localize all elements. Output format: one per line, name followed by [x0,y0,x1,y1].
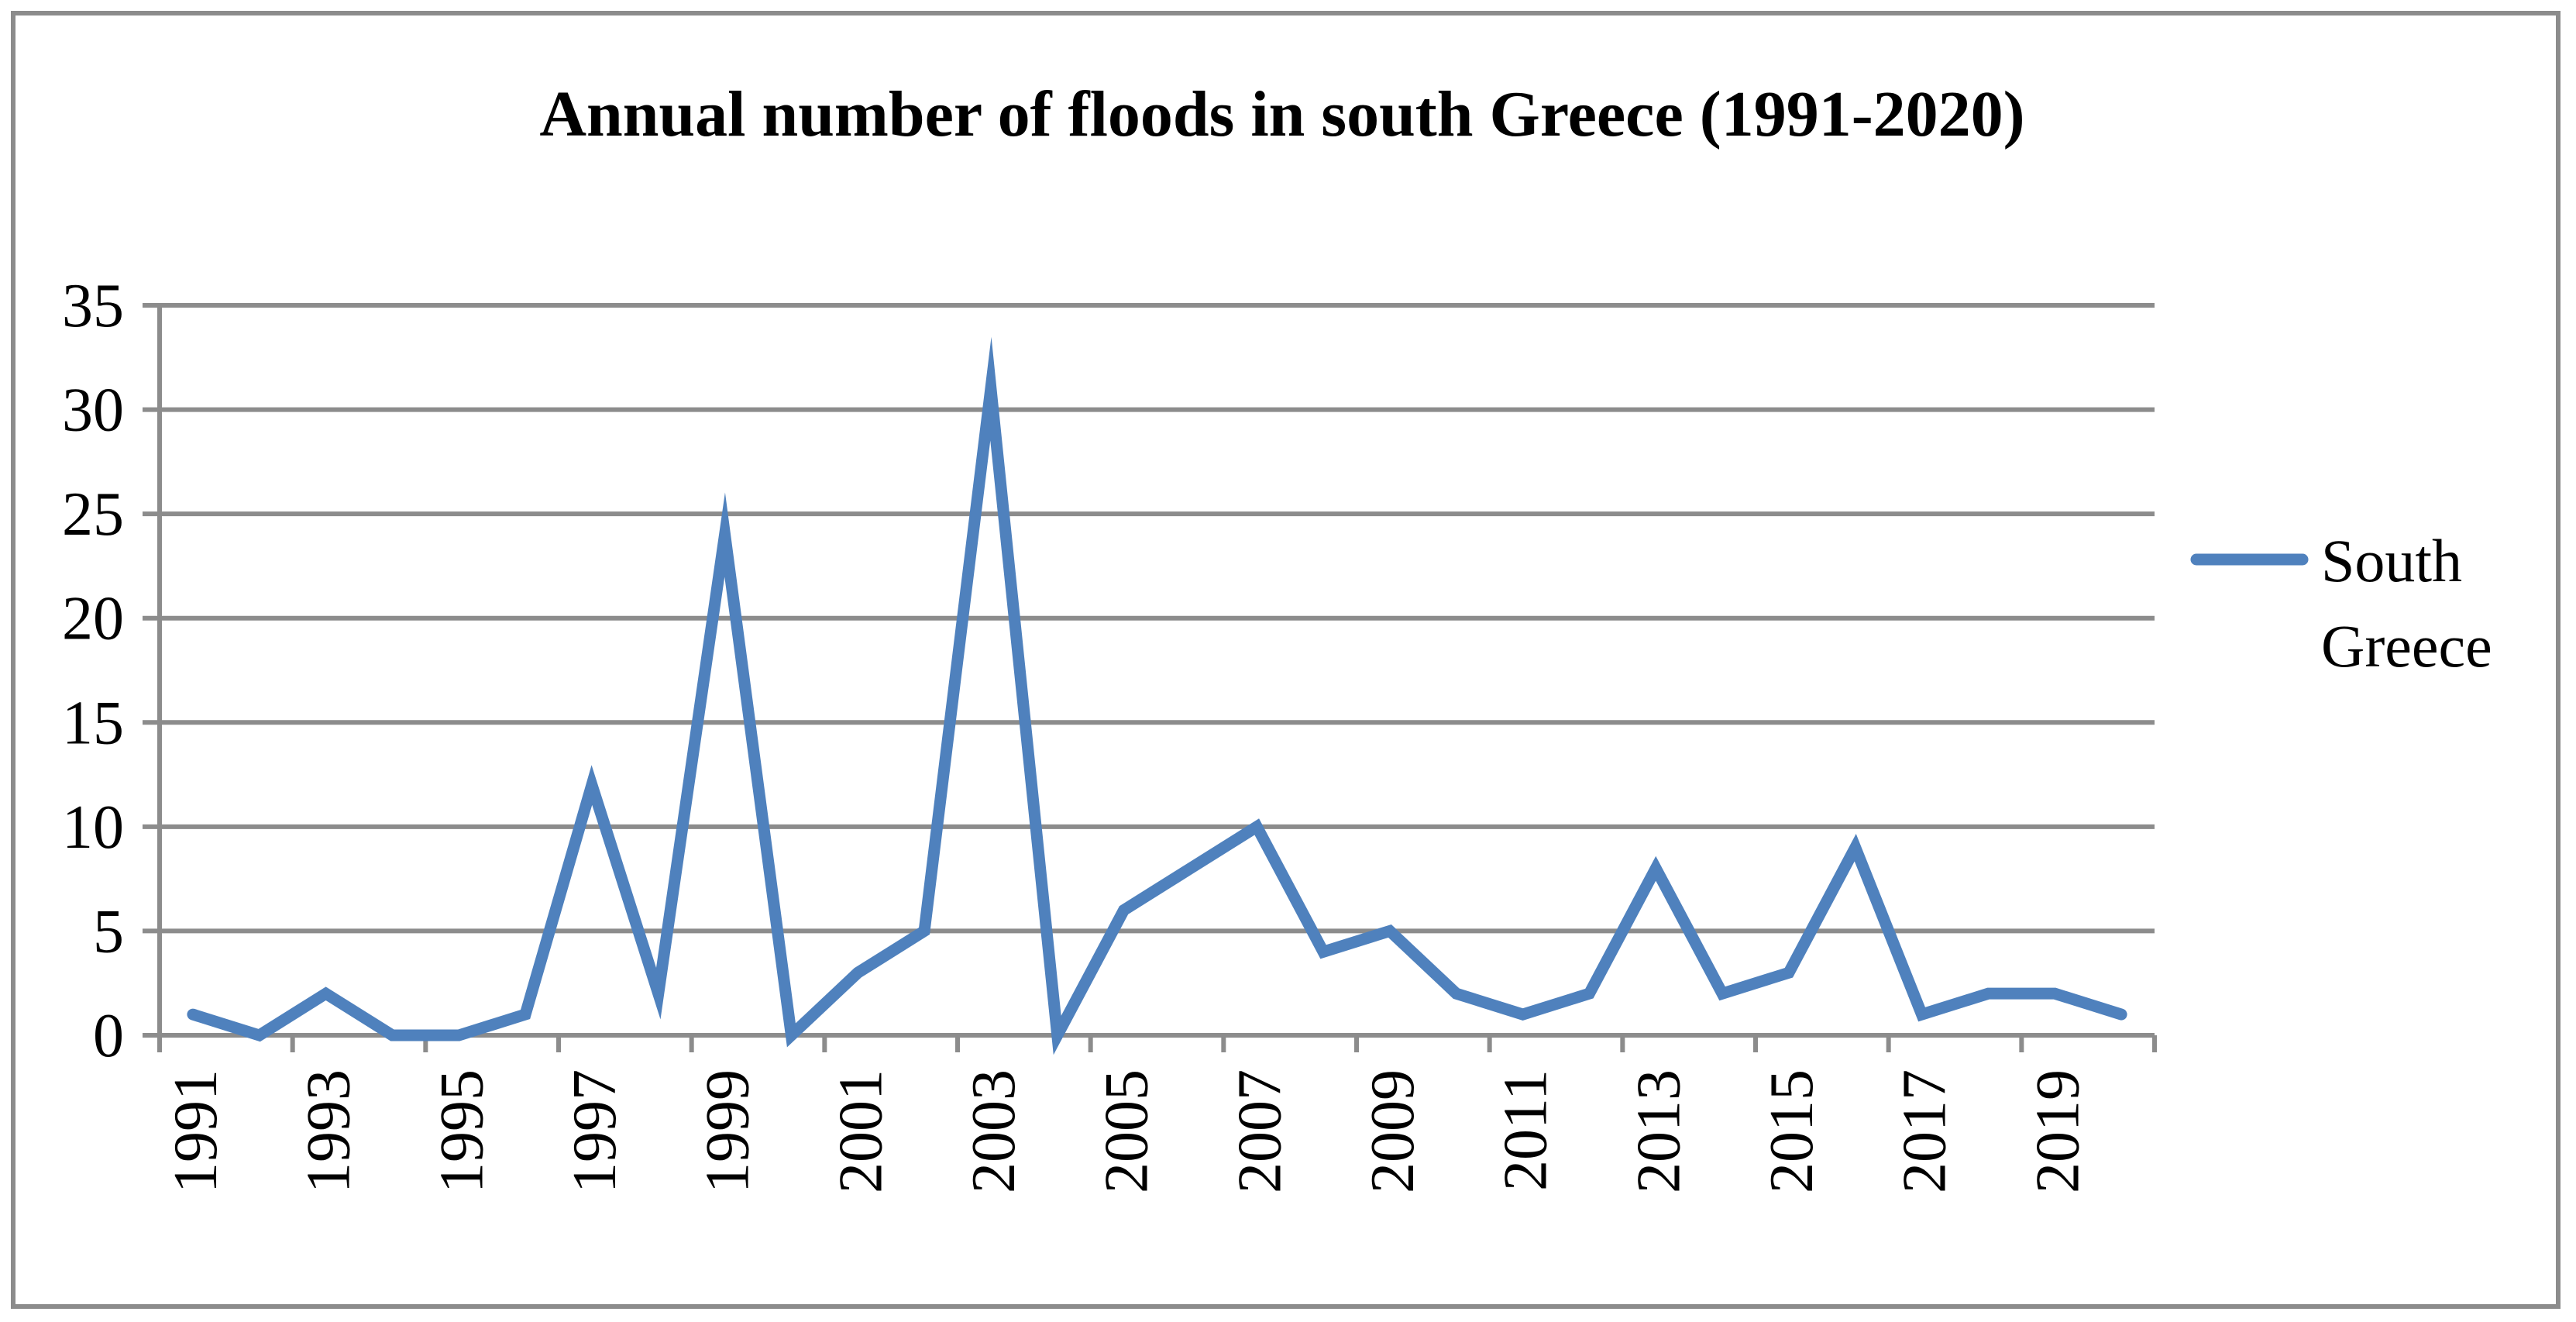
x-tick-label: 2003 [960,1069,1028,1193]
y-tick-label: 10 [62,794,124,862]
series-line-0 [187,336,2127,1055]
y-axis-tick-labels: 0 5 10 15 20 25 30 35 [62,272,124,1070]
x-tick-label: 2009 [1359,1069,1427,1193]
legend: South Greece [2190,527,2492,680]
x-tick-label: 1993 [295,1069,363,1193]
y-tick-label: 5 [93,897,124,966]
x-tick-label: 2005 [1093,1069,1161,1193]
x-axis-tick-labels: 1991 1993 1995 1997 1999 2001 2003 2005 2007 2009… [162,1069,2092,1193]
x-tick-label: 1999 [694,1069,762,1193]
x-tick-label: 2017 [1891,1069,1959,1193]
x-tick-label: 2007 [1226,1069,1294,1193]
x-tick-label: 1997 [561,1069,629,1193]
x-tick-label: 2019 [2024,1069,2092,1193]
chart-svg: Annual number of floods in south Greece … [62,78,2492,1193]
legend-label: Greece [2321,612,2492,680]
legend-label: South [2321,527,2462,594]
x-tick-label: 2011 [1492,1069,1560,1191]
x-tick-label: 1991 [162,1069,230,1193]
x-tick-label: 2015 [1758,1069,1826,1193]
y-tick-label: 0 [93,1002,124,1070]
chart-frame: Annual number of floods in south Greece … [11,11,2561,1309]
axes [143,305,2157,1052]
y-tick-label: 15 [62,689,124,757]
x-tick-label: 2001 [827,1069,895,1193]
chart-title: Annual number of floods in south Greece … [539,78,2024,150]
y-tick-label: 25 [62,480,124,549]
x-tick-label: 2013 [1625,1069,1693,1193]
x-tick-label: 1995 [428,1069,496,1193]
y-tick-label: 30 [62,377,124,445]
series-layer [187,336,2127,1055]
gridlines [143,303,2155,934]
y-tick-label: 35 [62,272,124,340]
y-tick-label: 20 [62,585,124,653]
